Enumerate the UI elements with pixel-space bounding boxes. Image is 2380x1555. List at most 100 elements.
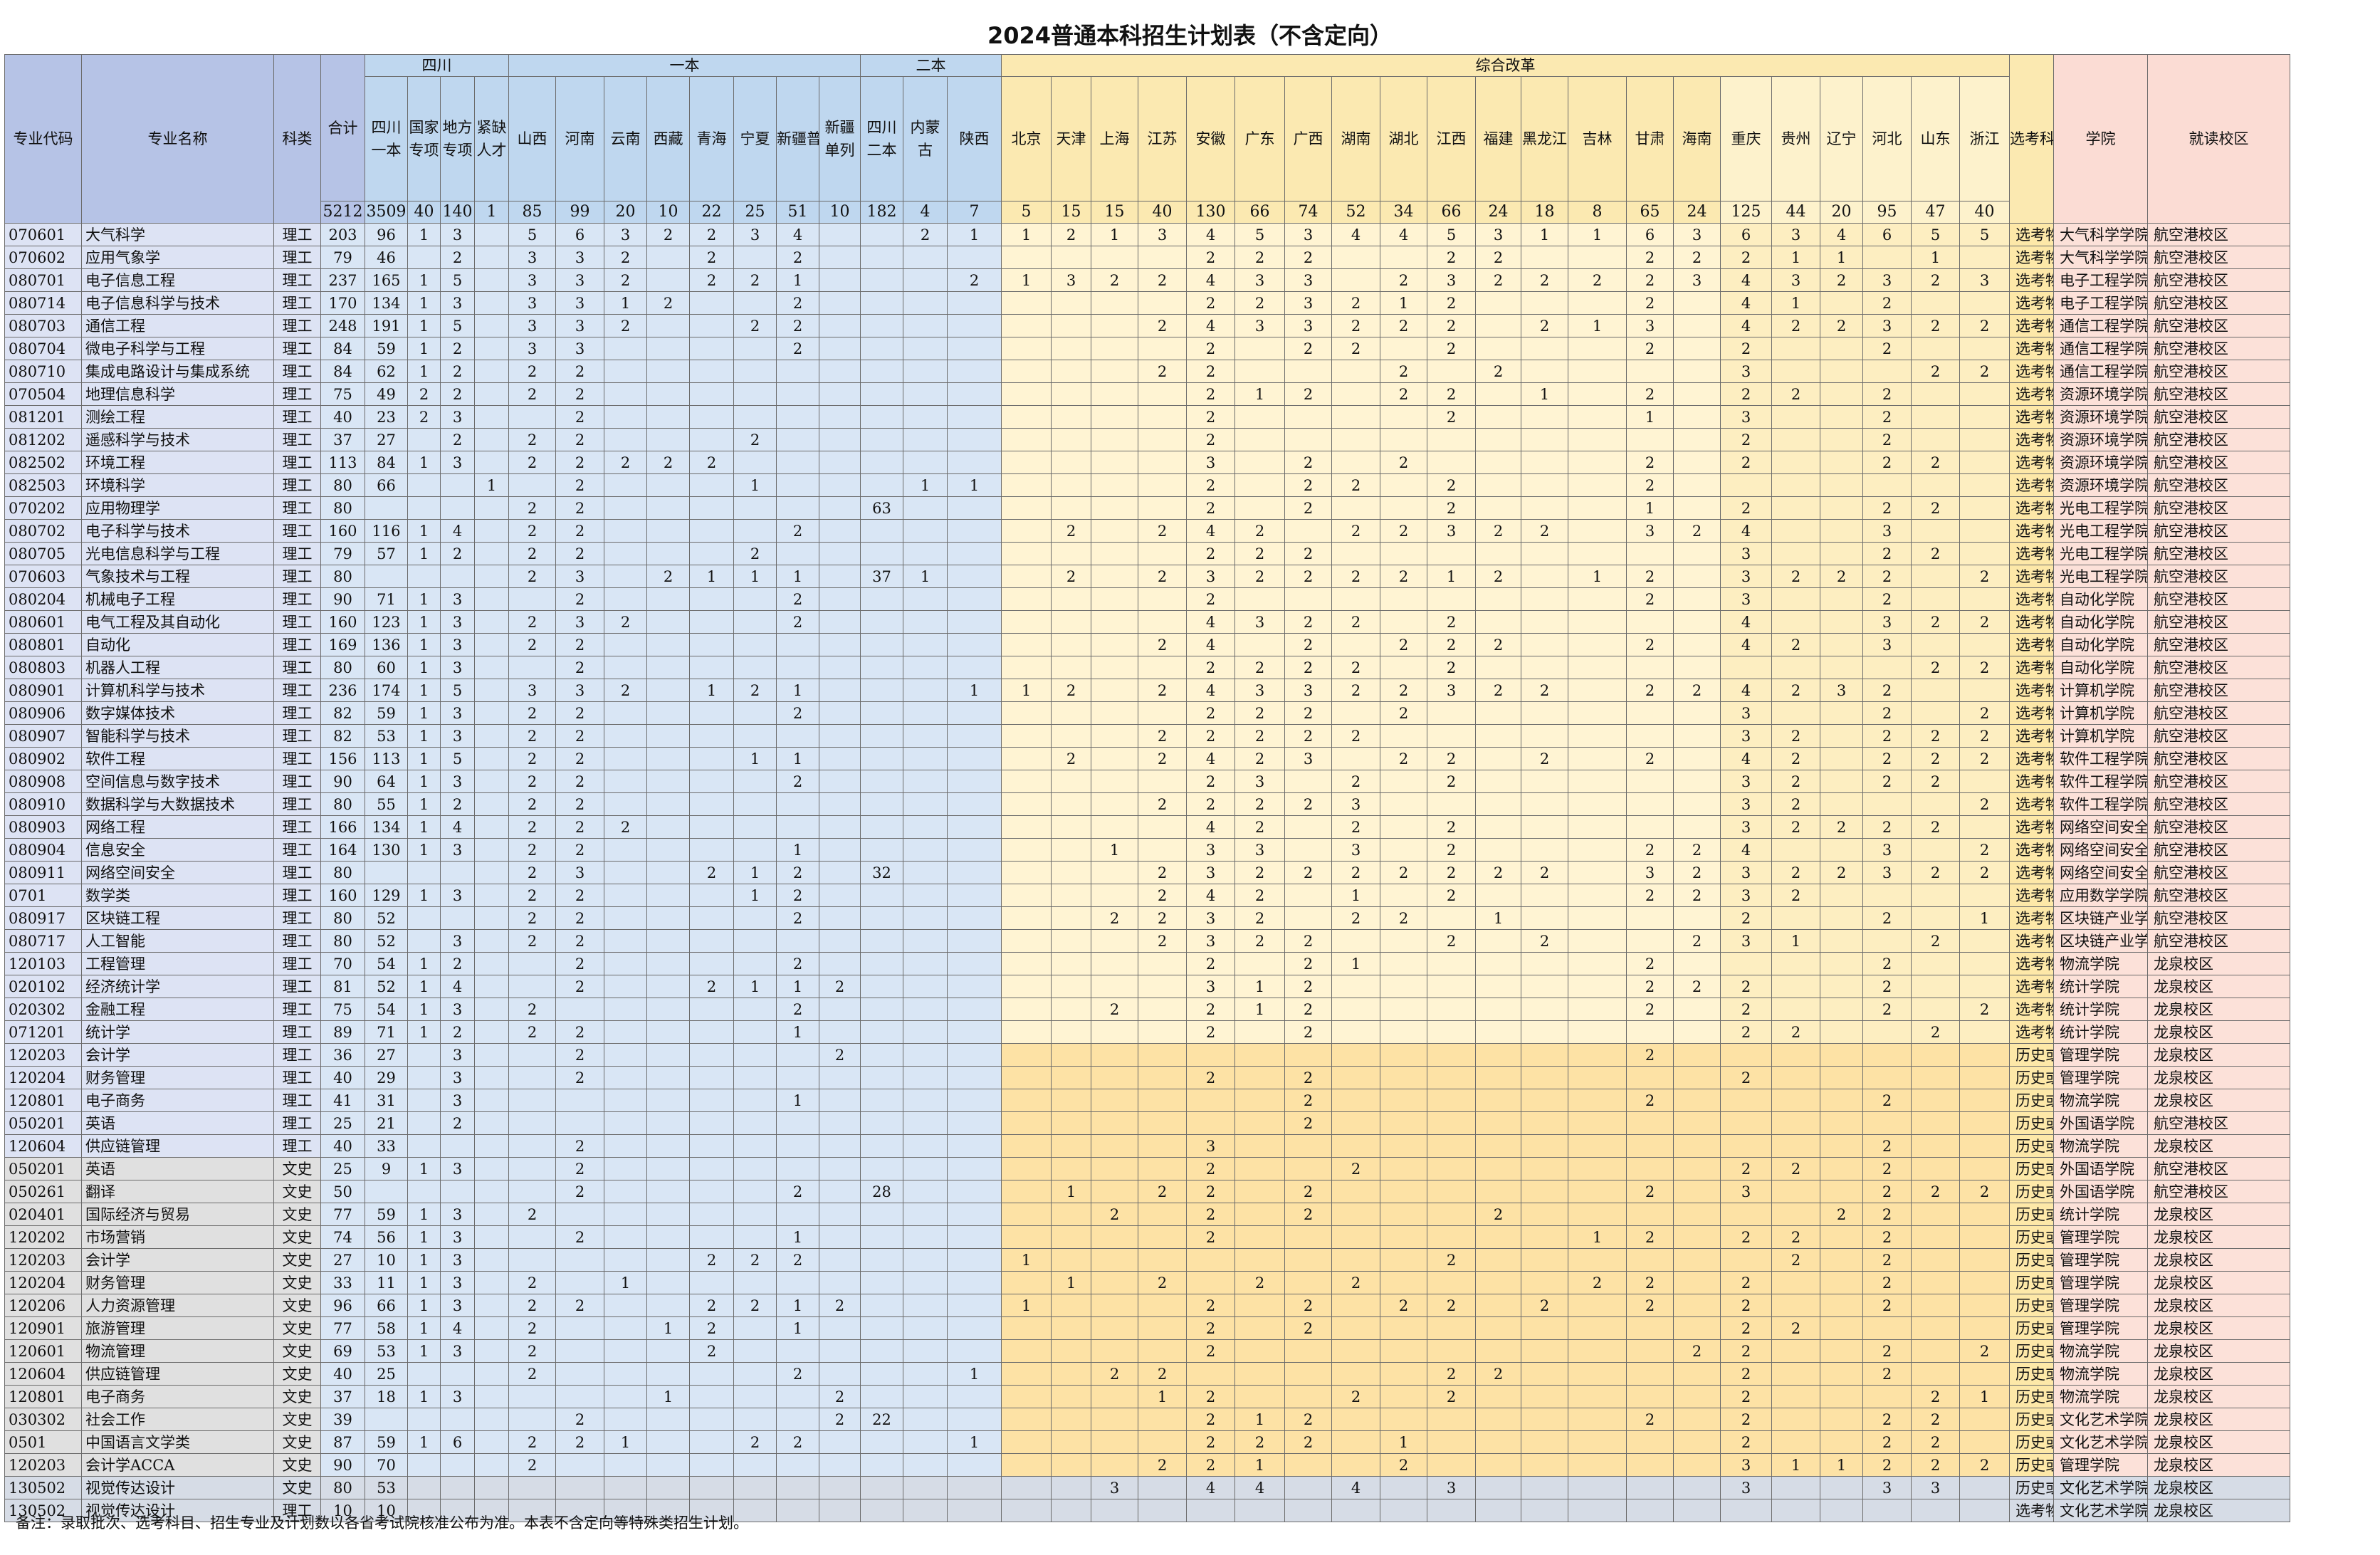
cell-college: 自动化学院	[2053, 587, 2149, 611]
cell-value	[1911, 1066, 1961, 1089]
cell-name: 电气工程及其自动化	[81, 610, 274, 634]
cell-value	[1911, 1111, 1961, 1135]
cell-code: 120801	[4, 1385, 82, 1408]
cell-value: 2	[1331, 519, 1381, 543]
cell-value	[1427, 1157, 1477, 1180]
cell-value	[1284, 1499, 1333, 1522]
cell-value	[646, 428, 690, 451]
table-row: 050201英语理工252122历史或不限外国语学院航空港校区	[4, 1111, 2380, 1135]
cell-value	[1959, 770, 2011, 793]
table-row: 080701 电子信息工程 理工 237 165 1 5 3 3 2 2 2 1 2 1 3 2 2 4 3 3 2 3 2 2…	[4, 268, 2380, 292]
cell-type: 文史	[273, 1362, 321, 1386]
cell-value: 2	[1331, 861, 1381, 884]
cell-value: 2	[1284, 633, 1333, 656]
cell-value	[776, 1111, 819, 1135]
cell-value: 2	[1720, 246, 1773, 269]
table-row: 020401国际经济与贸易文史7759132222222历史或不限统计学院龙泉校…	[4, 1203, 2380, 1226]
cell-value: 2	[1380, 360, 1428, 383]
cell-value	[1568, 1111, 1627, 1135]
cell-value	[1001, 975, 1052, 998]
cell-total: 37	[320, 428, 365, 451]
cell-value	[946, 1020, 1002, 1044]
cell-total: 79	[320, 542, 365, 565]
cell-value	[903, 1066, 948, 1089]
cell-value: 2	[776, 337, 819, 360]
cell-value	[733, 792, 777, 816]
cell-value	[508, 1248, 556, 1272]
cell-value	[1568, 770, 1627, 793]
cell-value	[776, 1203, 819, 1226]
cell-value	[1626, 1362, 1674, 1386]
cell-value: 2	[508, 1271, 556, 1294]
cell-value: 1	[776, 1316, 819, 1340]
cell-value: 3	[1959, 268, 2011, 292]
cell-value	[1673, 587, 1721, 611]
cell-value	[1331, 1408, 1381, 1431]
cell-value: 2	[1234, 884, 1286, 907]
cell-value	[1091, 747, 1139, 770]
cell-code: 070504	[4, 382, 82, 406]
cell-value	[1673, 428, 1721, 451]
cell-value	[1001, 906, 1052, 930]
cell-college: 外国语学院	[2053, 1111, 2149, 1135]
cell-value	[1051, 952, 1092, 975]
cell-value	[860, 952, 903, 975]
cell-value: 2	[1427, 929, 1477, 953]
cell-name: 计算机科学与技术	[81, 679, 274, 702]
cell-subjects: 历史或不限	[2009, 1043, 2055, 1067]
table-row: 120204财务管理文史3311132112222222历史或不限管理学院龙泉校…	[4, 1271, 2380, 1294]
cell-value	[407, 1134, 441, 1158]
cell-value	[1138, 610, 1188, 634]
cell-value	[1820, 1089, 1864, 1112]
cell-value: 1	[733, 975, 777, 998]
cell-value	[1001, 1499, 1052, 1522]
cell-value: 4	[1186, 314, 1236, 337]
cell-value: 2	[1284, 542, 1333, 565]
province-total: 65	[1626, 201, 1674, 224]
cell-value	[1521, 542, 1569, 565]
cell-name: 信息安全	[81, 838, 274, 862]
cell-name: 测绘工程	[81, 405, 274, 429]
cell-value	[946, 314, 1002, 337]
cell-value: 2	[1771, 884, 1821, 907]
cell-value	[1427, 792, 1477, 816]
cell-value: 2	[689, 1316, 734, 1340]
cell-value	[1051, 1157, 1092, 1180]
cell-value	[1331, 405, 1381, 429]
cell-value	[1427, 1339, 1477, 1363]
cell-code: 020302	[4, 998, 82, 1021]
cell-type: 理工	[273, 473, 321, 497]
cell-value	[1380, 1316, 1428, 1340]
cell-value	[1475, 337, 1522, 360]
cell-value	[1475, 929, 1522, 953]
cell-value	[646, 1157, 690, 1180]
cell-value: 2	[1862, 542, 1912, 565]
cell-value	[1380, 1362, 1428, 1386]
enrollment-plan-table-wrap: 专业代码 专业名称 科类 合计 四川 一本 二本 综合改革 选考科目 学院 就读…	[4, 54, 2374, 1522]
header-type: 科类	[273, 54, 321, 224]
cell-campus: 航空港校区	[2147, 565, 2291, 588]
cell-value	[1568, 701, 1627, 725]
cell-value: 2	[733, 268, 777, 292]
cell-value	[1521, 998, 1569, 1021]
cell-name: 英语	[81, 1157, 274, 1180]
table-row: 020102经济统计学理工815214221123122222选考物理统计学院龙…	[4, 975, 2380, 998]
cell-college: 区块链产业学院	[2053, 906, 2149, 930]
cell-college: 文化艺术学院	[2053, 1408, 2149, 1431]
cell-value	[1001, 428, 1052, 451]
cell-name: 英语	[81, 1111, 274, 1135]
cell-code: 080903	[4, 815, 82, 839]
cell-value	[776, 473, 819, 497]
cell-value	[474, 1453, 509, 1477]
cell-value	[474, 1476, 509, 1499]
cell-value: 2	[1331, 1271, 1381, 1294]
cell-value	[474, 382, 509, 406]
cell-type: 理工	[273, 360, 321, 383]
cell-total: 74	[320, 1225, 365, 1249]
cell-value	[1959, 633, 2011, 656]
cell-value: 1	[407, 975, 441, 998]
cell-value	[604, 1453, 647, 1477]
cell-code: 071201	[4, 1020, 82, 1044]
cell-value: 2	[1380, 451, 1428, 474]
cell-value	[1380, 246, 1428, 269]
